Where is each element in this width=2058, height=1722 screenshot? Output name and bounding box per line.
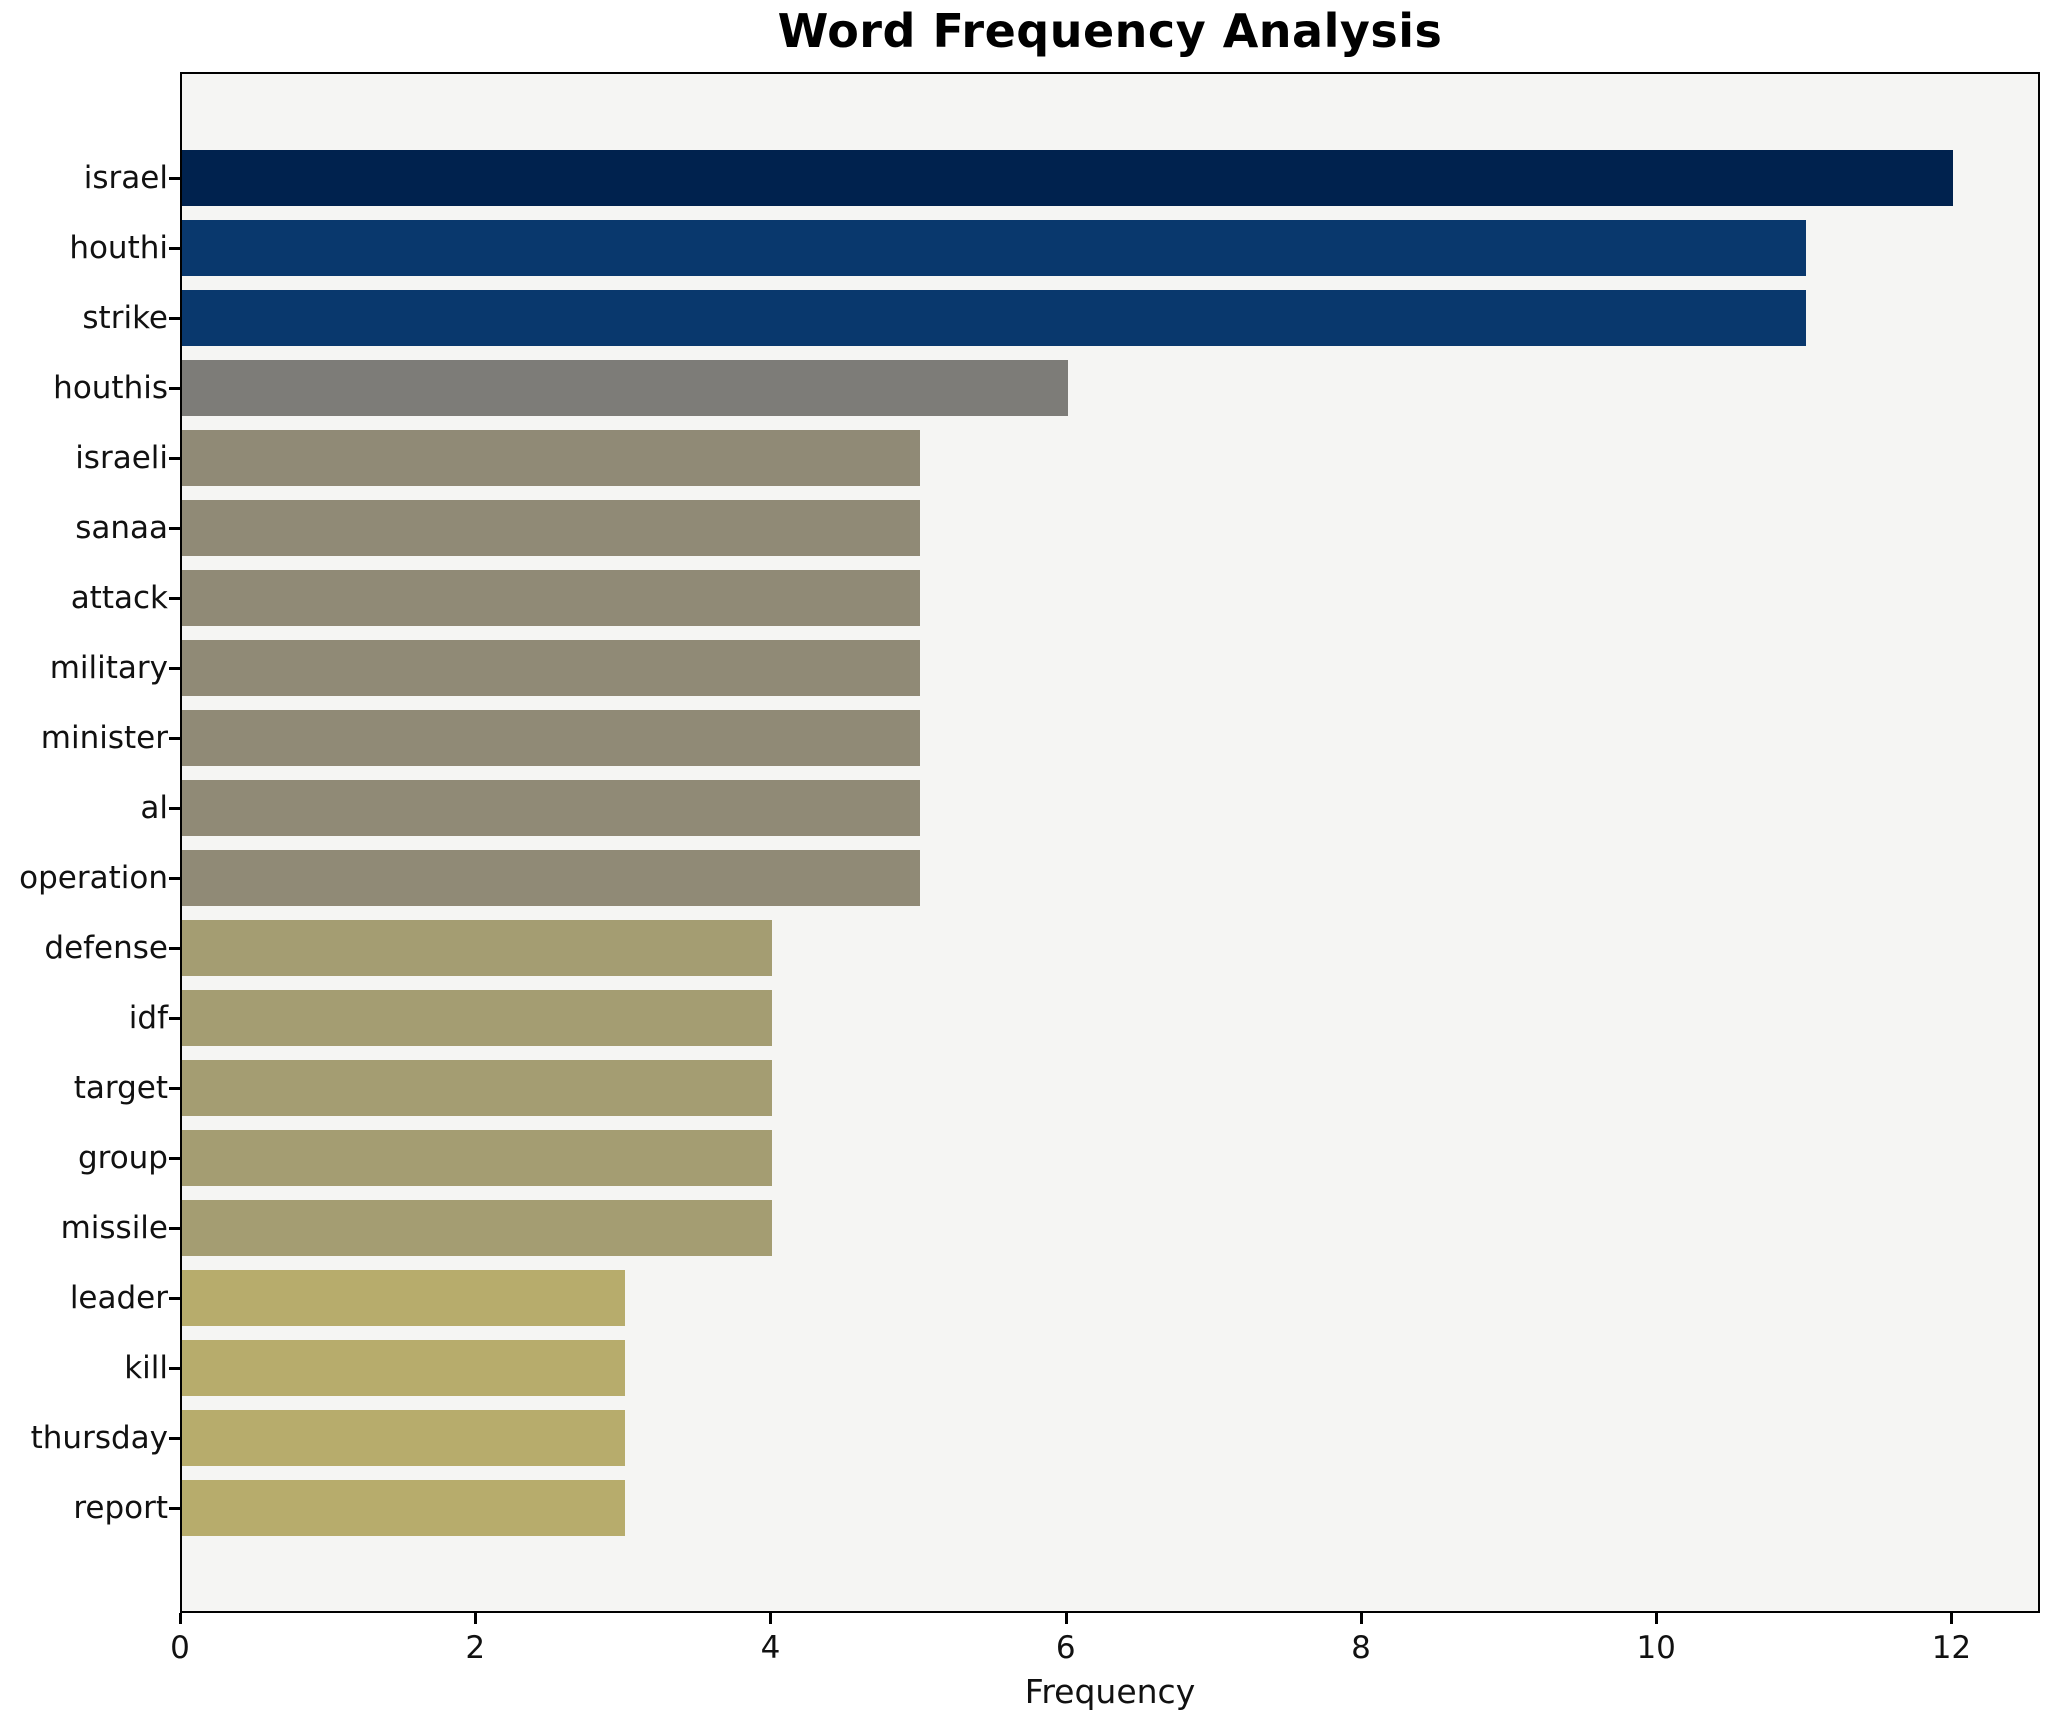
bar-defense — [182, 920, 772, 976]
bar-kill — [182, 1340, 625, 1396]
y-tick-mark — [169, 877, 181, 880]
y-tick-mark — [169, 247, 181, 250]
y-tick-mark — [169, 1227, 181, 1230]
y-tick-mark — [169, 177, 181, 180]
bar-military — [182, 640, 920, 696]
y-tick-mark — [169, 1507, 181, 1510]
bar-idf — [182, 990, 772, 1046]
y-tick-mark — [169, 1087, 181, 1090]
y-axis-label-kill: kill — [124, 1350, 168, 1386]
bar-missile — [182, 1200, 772, 1256]
y-tick-mark — [169, 527, 181, 530]
bar-thursday — [182, 1410, 625, 1466]
x-tick-label-12: 12 — [1931, 1630, 1972, 1666]
y-axis-label-houthi: houthi — [69, 230, 168, 266]
x-tick-label-0: 0 — [170, 1630, 190, 1666]
x-axis-title: Frequency — [1024, 1672, 1196, 1711]
y-axis-label-idf: idf — [128, 1000, 168, 1036]
bar-attack — [182, 570, 920, 626]
bar-strike — [182, 290, 1806, 346]
y-axis-label-strike: strike — [82, 300, 168, 336]
x-tick-mark — [179, 1613, 182, 1624]
y-tick-mark — [169, 667, 181, 670]
bar-sanaa — [182, 500, 920, 556]
x-tick-label-8: 8 — [1351, 1630, 1371, 1666]
bar-target — [182, 1060, 772, 1116]
bar-al — [182, 780, 920, 836]
y-tick-mark — [169, 1017, 181, 1020]
bar-group — [182, 1130, 772, 1186]
y-axis-label-thursday: thursday — [30, 1420, 168, 1456]
x-tick-mark — [1064, 1613, 1068, 1624]
bar-report — [182, 1480, 625, 1536]
y-axis-label-report: report — [73, 1490, 168, 1526]
y-axis-label-group: group — [77, 1140, 168, 1176]
y-axis-label-houthis: houthis — [53, 370, 168, 406]
x-tick-label-2: 2 — [465, 1630, 486, 1666]
chart-title: Word Frequency Analysis — [777, 4, 1443, 58]
x-tick-mark — [1359, 1613, 1363, 1624]
x-tick-mark — [1950, 1613, 1954, 1624]
bar-israeli — [182, 430, 920, 486]
y-tick-mark — [169, 597, 181, 600]
y-axis-label-defense: defense — [44, 930, 168, 966]
y-tick-mark — [169, 1367, 181, 1370]
y-tick-mark — [169, 1297, 181, 1300]
bar-leader — [182, 1270, 625, 1326]
y-tick-mark — [169, 457, 181, 460]
y-tick-mark — [169, 1437, 181, 1440]
x-tick-label-4: 4 — [760, 1630, 781, 1666]
y-axis-label-al: al — [140, 790, 168, 826]
y-tick-mark — [169, 1157, 181, 1160]
bar-israel — [182, 150, 1953, 206]
y-tick-mark — [169, 317, 181, 320]
y-axis-label-attack: attack — [70, 580, 168, 616]
x-tick-label-10: 10 — [1636, 1630, 1676, 1666]
y-axis-label-israel: israel — [83, 160, 168, 196]
bar-operation — [182, 850, 920, 906]
y-tick-mark — [169, 807, 181, 810]
bar-houthis — [182, 360, 1068, 416]
y-tick-mark — [169, 947, 181, 950]
y-axis-label-military: military — [49, 650, 168, 686]
y-axis-label-minister: minister — [40, 720, 168, 756]
y-axis-label-israeli: israeli — [75, 440, 168, 476]
y-axis-label-sanaa: sanaa — [75, 510, 168, 546]
bar-houthi — [182, 220, 1806, 276]
y-axis-label-target: target — [73, 1070, 168, 1106]
y-axis-label-missile: missile — [60, 1210, 168, 1246]
bar-minister — [182, 710, 920, 766]
y-tick-mark — [169, 737, 181, 740]
x-tick-mark — [769, 1613, 773, 1624]
x-tick-mark — [474, 1613, 478, 1624]
y-axis-label-operation: operation — [19, 860, 168, 896]
x-tick-label-6: 6 — [1055, 1630, 1076, 1666]
x-tick-mark — [1655, 1613, 1659, 1624]
y-tick-mark — [169, 387, 181, 390]
y-axis-label-leader: leader — [69, 1280, 168, 1316]
